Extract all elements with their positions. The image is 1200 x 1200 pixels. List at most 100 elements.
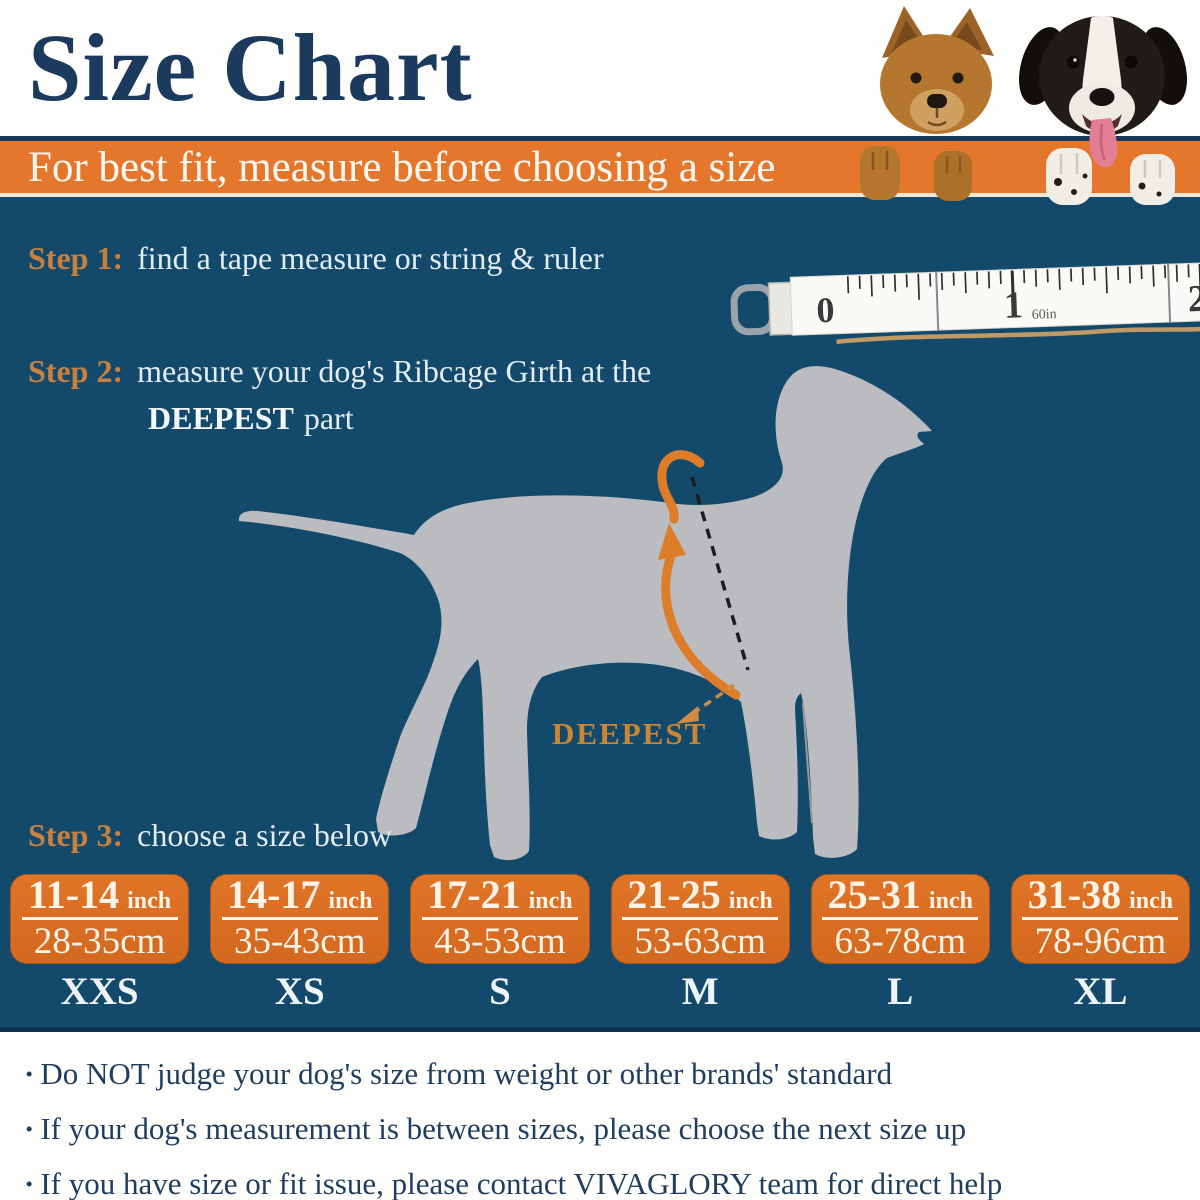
front-leg-separation-line: [802, 702, 813, 824]
measuring-string-icon: [836, 326, 1200, 344]
brown-dog-nose-icon: [927, 94, 947, 108]
cm-range: 53-63cm: [634, 921, 766, 963]
brown-dog-toes-icon: [871, 151, 962, 173]
tape-ticks: [846, 263, 1200, 307]
size-box-inch-row: 31-38 inch: [1022, 875, 1179, 921]
bullet-icon: ·: [24, 1111, 35, 1146]
deepest-pointer-arrowhead-icon: [676, 706, 699, 724]
cm-range: 78-96cm: [1034, 921, 1167, 963]
bullet-icon: ·: [24, 1166, 35, 1200]
bw-dog-paw-spot-icon: [1071, 189, 1077, 195]
tape-tick: [870, 275, 873, 297]
tape-tick: [917, 273, 920, 300]
instruction-section: Step 1: find a tape measure or string & r…: [0, 197, 1200, 1032]
cm-range: 28-35cm: [33, 921, 166, 963]
inch-unit: inch: [328, 888, 373, 915]
tape-number-2: 2: [1187, 278, 1200, 321]
tape-number-0: 0: [816, 290, 835, 331]
tape-tick: [1128, 266, 1132, 284]
cm-range: 43-53cm: [434, 921, 566, 963]
tape-tick: [1081, 268, 1085, 286]
dog-silhouette: [238, 366, 933, 861]
inch-range: 11-14: [28, 872, 120, 918]
bw-dog-tongue-line-icon: [1099, 123, 1107, 161]
brown-dog-paw-right-icon: [934, 151, 972, 201]
size-label-xl: XL: [1073, 970, 1128, 1013]
bw-dog-paw-spot-icon: [1054, 178, 1062, 186]
cm-range: 63-78cm: [834, 921, 967, 963]
tape-tick: [940, 272, 944, 291]
notes-section: · Do NOT judge your dog's size from weigh…: [0, 1032, 1200, 1200]
bw-dog-toes-icon: [1059, 153, 1162, 178]
inch-unit: inch: [928, 888, 973, 915]
size-box-xl: 31-38 inch 78-96cm: [1010, 874, 1191, 964]
deepest-pointer-dashed-line: [691, 683, 735, 716]
deepest-label: DEEPEST: [552, 716, 708, 751]
step-1: Step 1: find a tape measure or string & r…: [28, 240, 604, 277]
step-2-text: measure your dog's Ribcage Girth at the: [137, 353, 652, 389]
note-text: If your dog's measurement is between siz…: [40, 1111, 967, 1146]
tape-tick: [1105, 267, 1108, 294]
brown-dog-head-icon: [880, 34, 992, 134]
bw-dog-paw-right-icon: [1130, 154, 1175, 205]
black-white-dog-illustration: [1018, 15, 1188, 205]
size-box-s: 17-21 inch 43-53cm: [410, 874, 590, 964]
note-item: · Do NOT judge your dog's size from weigh…: [24, 1056, 1180, 1092]
girth-arrow-arc: [661, 548, 741, 700]
size-box-inch-row: 14-17 inch: [221, 875, 378, 921]
step-2: Step 2: measure your dog's Ribcage Girth …: [28, 348, 651, 442]
inch-unit: inch: [127, 888, 172, 915]
size-box-m: 21-25 inch 53-63cm: [610, 874, 790, 964]
tape-tick: [1175, 264, 1179, 282]
brown-dog-paw-left-icon: [860, 146, 900, 200]
bw-dog-paw-left-icon: [1046, 148, 1092, 205]
tape-number-1: 1: [1003, 284, 1023, 327]
inch-range: 25-31: [827, 872, 921, 918]
tape-ring-icon: [730, 283, 777, 336]
note-item: · If you have size or fit issue, please c…: [24, 1166, 1180, 1200]
tape-tick: [987, 271, 991, 289]
size-box-inch-row: 21-25 inch: [622, 875, 779, 921]
girth-dashed-line: [690, 476, 750, 671]
step-2-line2: DEEPEST part: [148, 395, 651, 442]
inch-unit: inch: [1129, 888, 1174, 915]
inch-unit: inch: [728, 888, 773, 915]
brown-dog-mouth-icon: [927, 108, 947, 127]
step-3-label: Step 3:: [28, 817, 124, 853]
tape-tick: [1152, 265, 1155, 287]
note-item: · If your dog's measurement is between si…: [24, 1111, 1180, 1147]
tape-seam-icon: [935, 272, 940, 331]
size-label-s: S: [489, 970, 511, 1013]
tape-tick: [1034, 269, 1038, 287]
bw-dog-nose-icon: [1089, 88, 1115, 106]
bw-dog-eye-left-icon: [1066, 55, 1080, 69]
size-box-xs: 14-17 inch 35-43cm: [210, 874, 390, 964]
tape-seam-icon: [1167, 264, 1172, 323]
bw-dog-paw-spot-icon: [1156, 191, 1162, 197]
brown-dog-eye-right-icon: [952, 72, 964, 84]
bw-dog-eye-glint-icon: [1073, 58, 1077, 62]
step-1-label: Step 1:: [28, 240, 124, 276]
size-box-l: 25-31 inch 63-78cm: [810, 872, 990, 964]
tape-tick: [1058, 268, 1061, 290]
size-box-inch-row: 17-21 inch: [421, 875, 578, 921]
dog-silhouette-illustration: [238, 366, 933, 861]
size-label-m: M: [681, 970, 719, 1013]
step-2-emphasis: DEEPEST: [148, 400, 294, 436]
note-text: If you have size or fit issue, please co…: [40, 1166, 1003, 1200]
size-label-xs: XS: [274, 970, 325, 1013]
tape-tick: [1010, 270, 1015, 307]
bullet-icon: ·: [24, 1056, 35, 1091]
bw-dog-paw-spot-icon: [1138, 182, 1146, 190]
header: Size Chart: [0, 0, 1200, 140]
tape-length-label: 60in: [1031, 307, 1056, 323]
size-box-row: 11-14 inch 28-35cm 14-17 inch 35-43cm 17-2…: [10, 872, 1191, 964]
note-text: Do NOT judge your dog's size from weight…: [40, 1056, 893, 1091]
size-box-inch-row: 11-14 inch: [21, 872, 178, 921]
page-title: Size Chart: [28, 14, 473, 121]
tape-tick: [893, 274, 897, 292]
banner: For best fit, measure before choosing a …: [0, 136, 1200, 197]
girth-arrowhead-icon: [658, 523, 686, 560]
tape-measure-illustration: 0 1 60in 2: [730, 262, 1200, 344]
